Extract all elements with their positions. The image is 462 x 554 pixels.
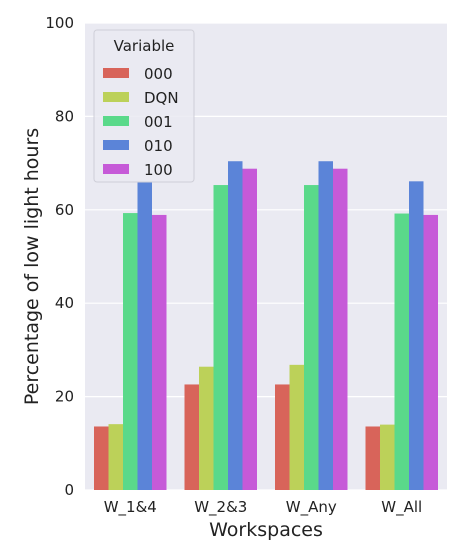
y-axis-title: Percentage of low light hours [21, 128, 43, 405]
bar-010-W_1&4 [137, 181, 152, 490]
x-tick-label: W_All [381, 498, 422, 517]
bar-000-W_2&3 [184, 384, 199, 490]
bar-000-W_Any [275, 384, 290, 490]
legend-swatch [103, 140, 129, 150]
legend-label: 010 [144, 137, 173, 155]
y-tick-label: 80 [55, 107, 74, 125]
bar-100-W_All [423, 214, 438, 490]
bar-010-W_2&3 [228, 161, 243, 490]
bar-001-W_1&4 [123, 213, 138, 490]
legend-label: 001 [144, 113, 173, 131]
bar-DQN-W_All [380, 424, 395, 490]
y-tick-label: 0 [64, 481, 74, 499]
legend-swatch [103, 164, 129, 174]
legend-swatch [103, 68, 129, 78]
bar-000-W_1&4 [94, 426, 109, 490]
legend-label: 000 [144, 65, 173, 83]
legend-swatch [103, 116, 129, 126]
y-tick-label: 40 [55, 294, 74, 312]
bar-010-W_All [409, 181, 424, 491]
x-tick-label: W_2&3 [194, 498, 247, 517]
bar-001-W_All [394, 213, 409, 490]
bar-DQN-W_2&3 [199, 366, 214, 490]
bar-001-W_2&3 [213, 185, 228, 490]
legend-items: 000 DQN 001 010 100 [103, 65, 179, 179]
bar-010-W_Any [318, 161, 333, 490]
legend: Variable 000 DQN 001 010 100 [93, 29, 195, 183]
bar-100-W_Any [333, 168, 348, 491]
bars [94, 161, 438, 491]
legend-label: DQN [144, 89, 179, 107]
bar-DQN-W_1&4 [108, 424, 123, 490]
y-axis-ticks: 0 20 40 60 80 100 [45, 14, 74, 499]
legend-swatch [103, 92, 129, 102]
y-tick-label: 60 [55, 201, 74, 219]
x-axis-ticks: W_1&4 W_2&3 W_Any W_All [104, 498, 423, 517]
bar-DQN-W_Any [289, 364, 304, 490]
bar-001-W_Any [304, 185, 319, 490]
y-tick-label: 20 [55, 388, 74, 406]
bar-100-W_2&3 [242, 168, 257, 491]
bar-100-W_1&4 [152, 214, 167, 490]
x-tick-label: W_Any [286, 498, 337, 517]
x-tick-label: W_1&4 [104, 498, 157, 517]
legend-label: 100 [144, 161, 173, 179]
x-axis-title: Workspaces [209, 519, 323, 541]
legend-title: Variable [114, 37, 175, 55]
y-tick-label: 100 [45, 14, 74, 32]
bar-000-W_All [365, 426, 380, 490]
